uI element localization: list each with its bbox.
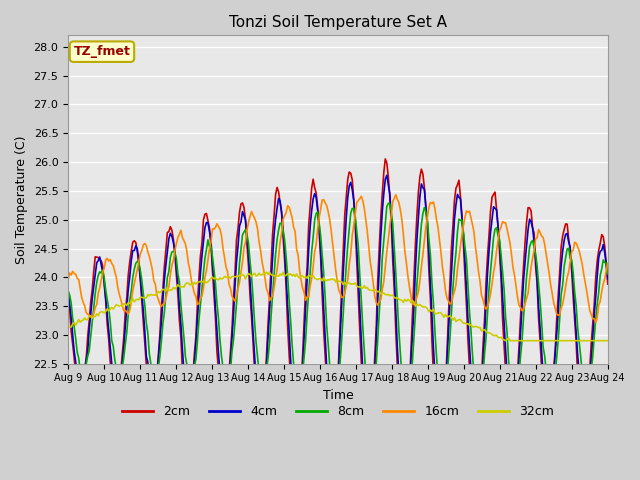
32cm <box>252 273 260 279</box>
2cm <box>252 392 260 397</box>
X-axis label: Time: Time <box>323 389 353 402</box>
4cm <box>225 381 233 386</box>
Legend: 2cm, 4cm, 8cm, 16cm, 32cm: 2cm, 4cm, 8cm, 16cm, 32cm <box>117 400 559 423</box>
4cm <box>131 248 138 253</box>
8cm <box>225 380 233 385</box>
16cm <box>300 290 308 296</box>
32cm <box>302 274 310 280</box>
8cm <box>64 288 72 294</box>
8cm <box>243 232 251 238</box>
32cm <box>131 299 138 305</box>
2cm <box>131 238 138 244</box>
8cm <box>131 266 138 272</box>
8cm <box>252 339 260 345</box>
16cm <box>252 219 260 225</box>
2cm <box>243 242 251 248</box>
16cm <box>604 261 612 266</box>
32cm <box>262 269 270 275</box>
32cm <box>577 338 584 344</box>
16cm <box>392 192 399 198</box>
2cm <box>604 281 612 287</box>
16cm <box>243 227 251 233</box>
8cm <box>385 200 392 206</box>
16cm <box>64 277 72 283</box>
4cm <box>577 385 584 391</box>
4cm <box>300 335 308 340</box>
8cm <box>577 354 584 360</box>
2cm <box>577 401 584 407</box>
Title: Tonzi Soil Temperature Set A: Tonzi Soil Temperature Set A <box>229 15 447 30</box>
2cm <box>225 371 233 377</box>
4cm <box>243 236 251 241</box>
16cm <box>575 248 583 254</box>
2cm <box>381 156 389 162</box>
32cm <box>243 273 251 278</box>
4cm <box>365 431 372 437</box>
Line: 4cm: 4cm <box>68 175 608 434</box>
Line: 32cm: 32cm <box>68 272 608 341</box>
4cm <box>383 172 390 178</box>
8cm <box>300 354 308 360</box>
32cm <box>604 338 612 344</box>
Y-axis label: Soil Temperature (C): Soil Temperature (C) <box>15 135 28 264</box>
Text: TZ_fmet: TZ_fmet <box>74 45 131 58</box>
8cm <box>403 407 410 412</box>
Line: 16cm: 16cm <box>68 195 608 323</box>
2cm <box>399 452 407 457</box>
Line: 2cm: 2cm <box>68 159 608 455</box>
4cm <box>252 377 260 383</box>
32cm <box>64 324 72 329</box>
2cm <box>300 318 308 324</box>
32cm <box>502 338 509 344</box>
Line: 8cm: 8cm <box>68 203 608 409</box>
8cm <box>604 271 612 277</box>
32cm <box>225 274 233 280</box>
16cm <box>592 320 600 325</box>
16cm <box>225 281 233 287</box>
16cm <box>131 281 138 287</box>
2cm <box>64 289 72 295</box>
4cm <box>64 288 72 294</box>
4cm <box>604 276 612 282</box>
